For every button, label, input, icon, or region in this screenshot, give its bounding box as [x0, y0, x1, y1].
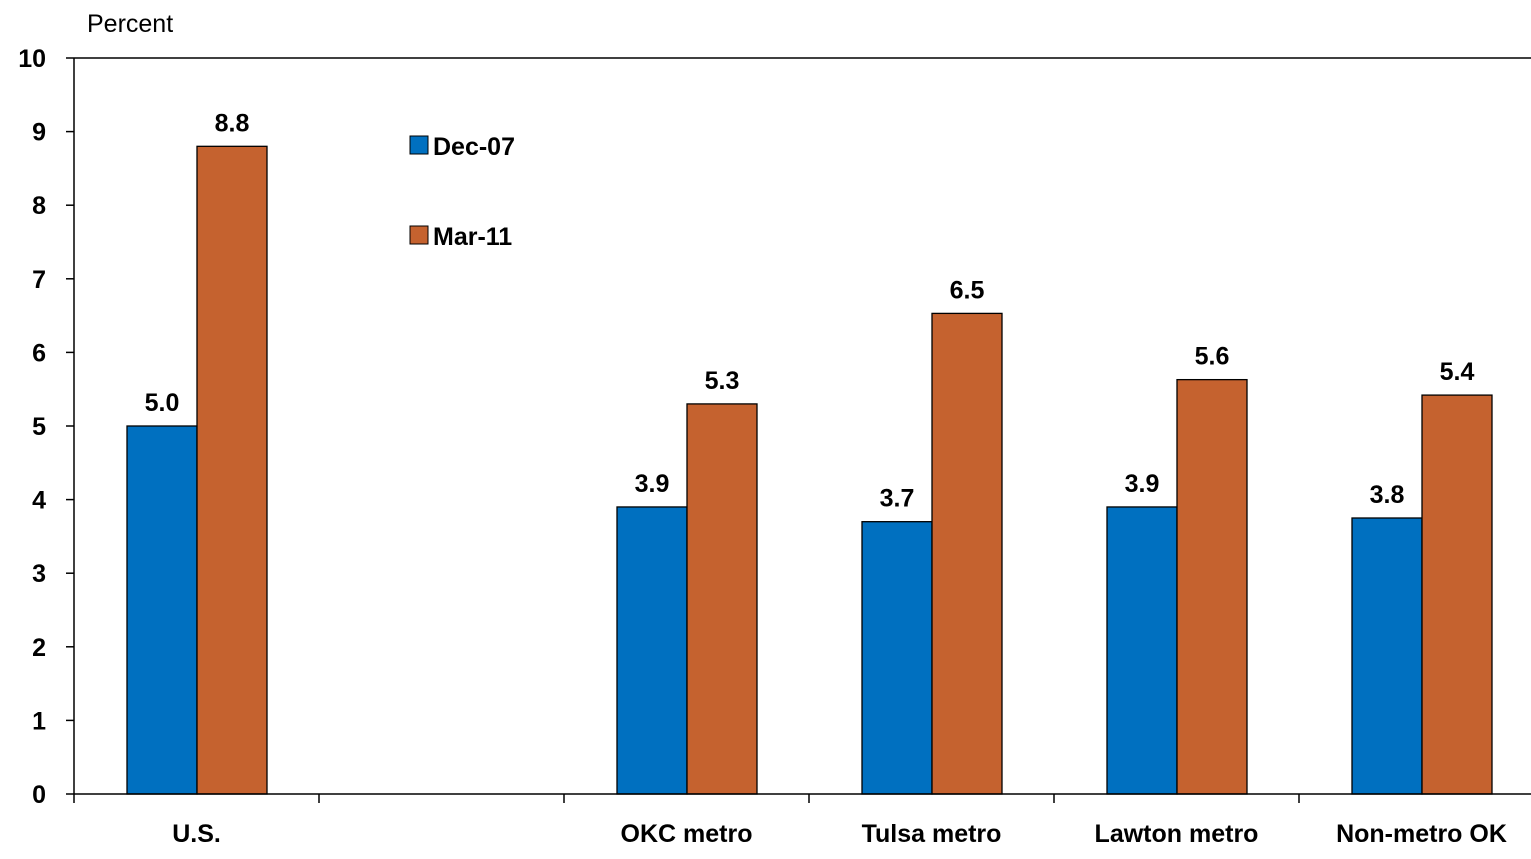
bar-mar11 — [1421, 394, 1493, 795]
y-tick-label: 4 — [32, 487, 46, 515]
x-tick-label: Tulsa metro — [862, 820, 1002, 848]
bar-value-label: 3.8 — [1370, 481, 1405, 509]
bar-dec07 — [126, 425, 198, 795]
y-axis-label: Percent — [87, 10, 173, 38]
legend-label: Dec-07 — [433, 133, 515, 161]
y-tick-label: 0 — [32, 781, 46, 809]
bar-value-label: 8.8 — [215, 109, 250, 137]
bar-mar11 — [931, 312, 1003, 795]
bar-value-label: 5.6 — [1195, 343, 1230, 371]
y-tick-label: 10 — [18, 45, 46, 73]
x-tick-label: Non-metro OK — [1336, 820, 1507, 848]
legend-swatch — [409, 135, 429, 155]
bars-group — [126, 145, 1493, 795]
bar-mar11 — [196, 145, 268, 795]
bar-value-label: 5.3 — [705, 367, 740, 395]
y-tick-label: 2 — [32, 634, 46, 662]
legend: Dec-07 Mar-11 — [409, 133, 515, 251]
bar-value-label: 3.7 — [880, 485, 915, 513]
y-tick-label: 8 — [32, 192, 46, 220]
y-tick-label: 6 — [32, 339, 46, 367]
y-tick-label: 1 — [32, 707, 46, 735]
bar-value-label: 6.5 — [950, 276, 985, 304]
y-tick-label: 7 — [32, 266, 46, 294]
bar-mar11 — [1176, 378, 1248, 795]
bar-dec07 — [1351, 517, 1423, 795]
bar-value-label: 3.9 — [635, 470, 670, 498]
x-tick-label: U.S. — [172, 820, 221, 848]
bar-value-label: 5.0 — [145, 389, 180, 417]
legend-swatch — [409, 225, 429, 245]
bar-value-label: 5.4 — [1440, 358, 1475, 386]
legend-label: Mar-11 — [433, 223, 512, 251]
bar-dec07 — [616, 506, 688, 795]
x-tick-label: Lawton metro — [1095, 820, 1259, 848]
bar-mar11 — [686, 403, 758, 795]
y-tick-label: 3 — [32, 560, 46, 588]
data-labels-group: 5.0 3.9 3.7 3.9 3.8 8.8 5.3 6.5 5.6 5.4 — [145, 109, 1475, 512]
axes-group: 0 1 2 3 4 5 6 7 8 9 10 U.S. OKC metro Tulsa metro Lawt… — [18, 45, 1531, 848]
bar-dec07 — [861, 521, 933, 795]
x-tick-label: OKC metro — [621, 820, 753, 848]
y-tick-label: 5 — [32, 413, 46, 441]
bar-dec07 — [1106, 506, 1178, 795]
y-tick-label: 9 — [32, 119, 46, 147]
bar-value-label: 3.9 — [1125, 470, 1160, 498]
